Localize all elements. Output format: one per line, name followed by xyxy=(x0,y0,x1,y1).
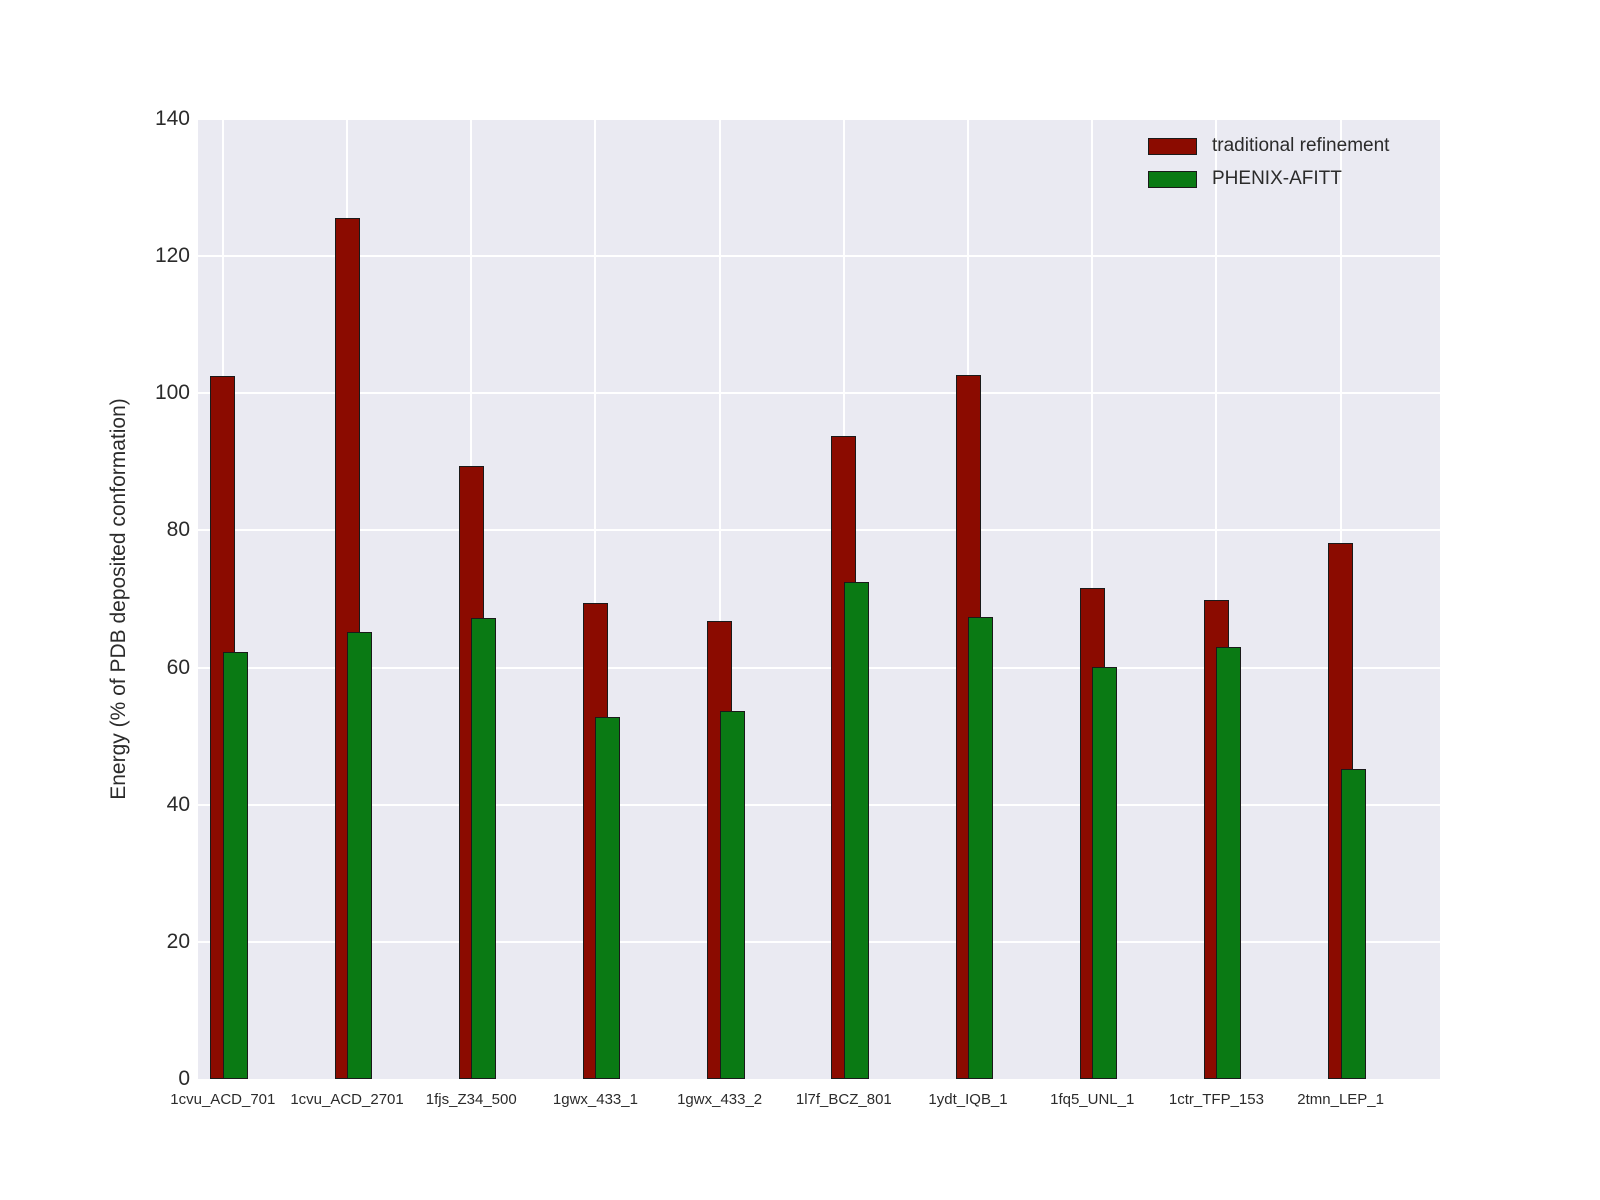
gridline-y-140 xyxy=(198,118,1440,120)
bar-afitt-1ydt_IQB_1 xyxy=(968,616,994,1079)
gridline-y-20 xyxy=(198,940,1440,943)
x-tick-label-1gwx_433_1: 1gwx_433_1 xyxy=(552,1091,638,1108)
x-tick-label-1ydt_IQB_1: 1ydt_IQB_1 xyxy=(928,1091,1008,1108)
y-tick-label-140: 140 xyxy=(154,107,190,130)
gridline-x-1gwx_433_1 xyxy=(594,119,597,1079)
x-tick-label-1cvu_ACD_2701: 1cvu_ACD_2701 xyxy=(290,1091,404,1108)
legend: traditional refinement PHENIX-AFITT xyxy=(1148,134,1389,200)
legend-swatch-phenix-afitt xyxy=(1148,170,1197,188)
gridline-y-40 xyxy=(198,803,1440,806)
plot-area xyxy=(198,118,1440,1079)
bar-afitt-2tmn_LEP_1 xyxy=(1340,769,1366,1079)
y-tick-label-60: 60 xyxy=(166,655,190,679)
bar-afitt-1fq5_UNL_1 xyxy=(1092,666,1118,1079)
legend-item-phenix-afitt: PHENIX-AFITT xyxy=(1148,167,1389,191)
bar-afitt-1cvu_ACD_2701 xyxy=(347,631,373,1079)
y-tick-label-0: 0 xyxy=(178,1067,190,1090)
y-tick-label-20: 20 xyxy=(166,929,190,953)
x-tick-label-1ctr_TFP_153: 1ctr_TFP_153 xyxy=(1168,1091,1264,1108)
y-axis-title: Energy (% of PDB deposited conformation) xyxy=(107,398,130,800)
y-tick-label-80: 80 xyxy=(166,518,190,542)
legend-item-traditional-refinement: traditional refinement xyxy=(1148,134,1389,158)
x-tick-label-2tmn_LEP_1: 2tmn_LEP_1 xyxy=(1297,1091,1384,1108)
bar-afitt-1l7f_BCZ_801 xyxy=(843,581,869,1079)
bar-afitt-1cvu_ACD_701 xyxy=(222,651,248,1079)
gridline-y-100 xyxy=(198,392,1440,395)
legend-label-traditional-refinement: traditional refinement xyxy=(1212,135,1390,156)
gridline-x-1gwx_433_2 xyxy=(718,119,721,1079)
legend-swatch-traditional-refinement xyxy=(1148,137,1197,155)
y-tick-label-100: 100 xyxy=(154,381,190,405)
x-tick-label-1cvu_ACD_701: 1cvu_ACD_701 xyxy=(170,1091,276,1108)
y-tick-label-120: 120 xyxy=(154,244,190,268)
y-tick-label-40: 40 xyxy=(166,792,190,816)
x-tick-label-1fq5_UNL_1: 1fq5_UNL_1 xyxy=(1050,1091,1135,1108)
legend-label-phenix-afitt: PHENIX-AFITT xyxy=(1212,168,1342,189)
gridline-y-80 xyxy=(198,529,1440,532)
gridline-y-120 xyxy=(198,255,1440,258)
gridline-y-60 xyxy=(198,666,1440,669)
bar-afitt-1ctr_TFP_153 xyxy=(1216,647,1242,1079)
x-tick-label-1l7f_BCZ_801: 1l7f_BCZ_801 xyxy=(795,1091,892,1108)
bar-afitt-1fjs_Z34_500 xyxy=(471,618,497,1079)
bar-afitt-1gwx_433_2 xyxy=(719,710,745,1079)
x-tick-label-1fjs_Z34_500: 1fjs_Z34_500 xyxy=(425,1091,517,1108)
bar-afitt-1gwx_433_1 xyxy=(595,716,621,1079)
x-tick-label-1gwx_433_2: 1gwx_433_2 xyxy=(677,1091,763,1108)
gridline-x-1ctr_TFP_153 xyxy=(1215,119,1218,1079)
